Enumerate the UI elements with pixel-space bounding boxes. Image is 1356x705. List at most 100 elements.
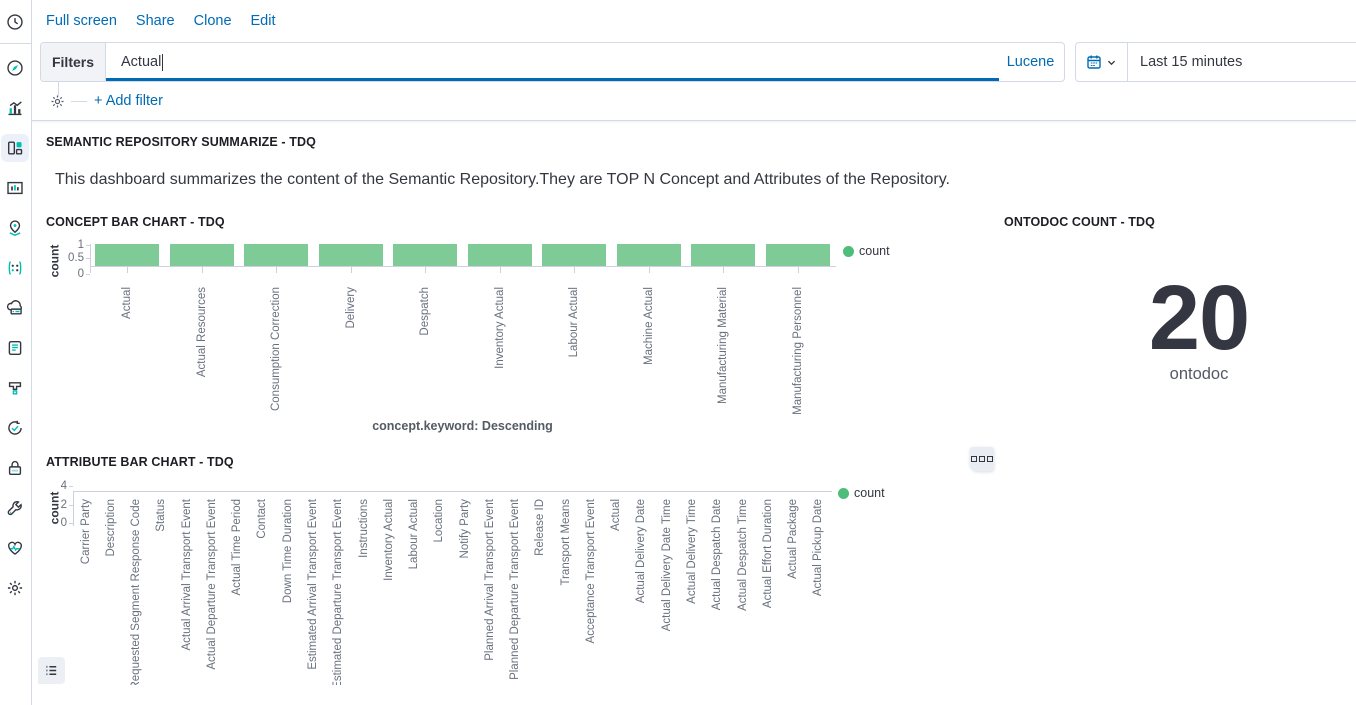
concept-bar[interactable] (467, 244, 532, 266)
sidebar-item-machine-learning[interactable] (1, 254, 29, 282)
category-label[interactable]: Actual (604, 497, 629, 685)
category-label[interactable]: Inventory Actual (463, 267, 538, 409)
sidebar-item-stack-monitoring[interactable] (1, 534, 29, 562)
filters-button[interactable]: Filters (41, 43, 106, 81)
text-cursor (162, 53, 164, 71)
filter-settings-button[interactable] (50, 94, 65, 114)
category-label-text: Requested Segment Response Code (130, 499, 143, 685)
category-label-text: Transport Means (559, 499, 572, 586)
category-label[interactable]: Delivery (314, 267, 389, 409)
concept-legend[interactable]: count (843, 244, 890, 258)
legend-label: count (859, 244, 890, 258)
sidebar-item-uptime[interactable] (1, 414, 29, 442)
category-label-text: Description (104, 499, 117, 557)
clone-link[interactable]: Clone (193, 13, 232, 29)
sidebar-item-siem[interactable] (1, 454, 29, 482)
add-filter-button[interactable]: + Add filter (94, 93, 163, 109)
category-label[interactable]: Actual Despatch Time (730, 497, 755, 685)
category-label[interactable]: Actual Effort Duration (755, 497, 780, 685)
category-label[interactable]: Actual Resources (165, 267, 240, 409)
sidebar-item-visualize[interactable] (1, 94, 29, 122)
category-label[interactable]: Planned Arrival Transport Event (477, 497, 502, 685)
sidebar-item-canvas[interactable] (1, 174, 29, 202)
legend-label: count (854, 486, 885, 500)
category-label[interactable]: Acceptance Transport Event (578, 497, 603, 685)
category-label[interactable]: Manufacturing Personnel (761, 267, 836, 415)
sidebar-item-discover[interactable] (1, 54, 29, 82)
concept-bar[interactable] (95, 244, 160, 266)
sidebar-item-logs[interactable] (1, 334, 29, 362)
panel-menu-button[interactable] (970, 447, 994, 471)
sidebar-item-management[interactable] (1, 574, 29, 602)
category-label[interactable]: Notify Party (452, 497, 477, 685)
category-label-text: Actual Departure Transport Event (205, 499, 218, 670)
category-label[interactable]: Contact (250, 497, 275, 685)
time-picker-calendar-button[interactable] (1076, 43, 1128, 81)
category-label[interactable]: Consumption Correction (239, 267, 314, 411)
sidebar-item-dev-tools[interactable] (1, 494, 29, 522)
category-label[interactable]: Release ID (528, 497, 553, 685)
category-label[interactable]: Actual Delivery Date Time (654, 497, 679, 685)
category-label[interactable]: Inventory Actual (376, 497, 401, 685)
edit-link[interactable]: Edit (250, 13, 276, 29)
legend-toggle-button[interactable] (38, 657, 65, 684)
concept-category-labels: Actual Actual Resources Consumption Correc… (90, 267, 836, 415)
attribute-chart-panel-title: ATTRIBUTE BAR CHART - TDQ (46, 455, 234, 469)
category-label[interactable]: Machine Actual (612, 267, 687, 409)
category-label[interactable]: Labour Actual (537, 267, 612, 409)
category-label[interactable]: Carrier Party (73, 497, 98, 685)
category-label[interactable]: Actual Arrival Transport Event (174, 497, 199, 685)
category-label[interactable]: Labour Actual (401, 497, 426, 685)
sidebar-item-maps[interactable] (1, 214, 29, 242)
concept-bar[interactable] (393, 244, 458, 266)
category-label[interactable]: Requested Segment Response Code (124, 497, 149, 685)
share-link[interactable]: Share (135, 13, 175, 29)
time-range-value[interactable]: Last 15 minutes (1140, 54, 1243, 70)
panel-menu-square-icon (979, 456, 985, 462)
category-label[interactable]: Actual Delivery Date (629, 497, 654, 685)
category-label[interactable]: Actual Delivery Time (679, 497, 704, 685)
concept-bar[interactable] (765, 244, 830, 266)
concept-bars (90, 244, 835, 266)
category-label[interactable]: Down Time Duration (275, 497, 300, 685)
category-label-text: Actual Delivery Date Time (660, 499, 673, 632)
concept-bar[interactable] (244, 244, 309, 266)
concept-bar[interactable] (318, 244, 383, 266)
category-label[interactable]: Manufacturing Material (686, 267, 761, 409)
category-label[interactable]: Actual Despatch Date (705, 497, 730, 685)
query-input[interactable]: Actual (106, 43, 997, 81)
markdown-panel-title: SEMANTIC REPOSITORY SUMMARIZE - TDQ (46, 135, 316, 149)
panel-menu-square-icon (987, 456, 993, 462)
sidebar-item-dashboard[interactable] (1, 134, 29, 162)
category-label[interactable]: Actual Departure Transport Event (199, 497, 224, 685)
concept-bar[interactable] (169, 244, 234, 266)
category-label-text: Manufacturing Personnel (791, 287, 804, 415)
category-label[interactable]: Actual Pickup Date (806, 497, 831, 685)
app-sidebar (0, 0, 32, 705)
category-label[interactable]: Instructions (351, 497, 376, 685)
concept-bar[interactable] (542, 244, 607, 266)
category-label[interactable]: Actual (90, 267, 165, 409)
sidebar-item-infrastructure[interactable] (1, 294, 29, 322)
category-label[interactable]: Estimated Arrival Transport Event (300, 497, 325, 685)
sidebar-item-recent-history[interactable] (1, 8, 29, 36)
category-label[interactable]: Estimated Departure Transport Event (326, 497, 351, 685)
query-language-button[interactable]: Lucene (1006, 54, 1055, 70)
dev-tools-icon (7, 500, 22, 516)
concept-bar[interactable] (616, 244, 681, 266)
category-label[interactable]: Actual Package (780, 497, 805, 685)
attribute-legend[interactable]: count (838, 486, 885, 500)
sidebar-item-apm[interactable] (1, 374, 29, 402)
category-label[interactable]: Description (98, 497, 123, 685)
category-label[interactable]: Status (149, 497, 174, 685)
concept-bar[interactable] (691, 244, 756, 266)
category-label[interactable]: Location (427, 497, 452, 685)
discover-icon (7, 60, 23, 76)
category-label[interactable]: Actual Time Period (225, 497, 250, 685)
category-label-text: Estimated Departure Transport Event (332, 499, 345, 685)
category-label[interactable]: Despatch (388, 267, 463, 409)
full-screen-link[interactable]: Full screen (46, 13, 117, 29)
query-row: Filters Actual Lucene Last 15 minutes (32, 42, 1356, 82)
category-label[interactable]: Planned Departure Transport Event (503, 497, 528, 685)
category-label[interactable]: Transport Means (553, 497, 578, 685)
